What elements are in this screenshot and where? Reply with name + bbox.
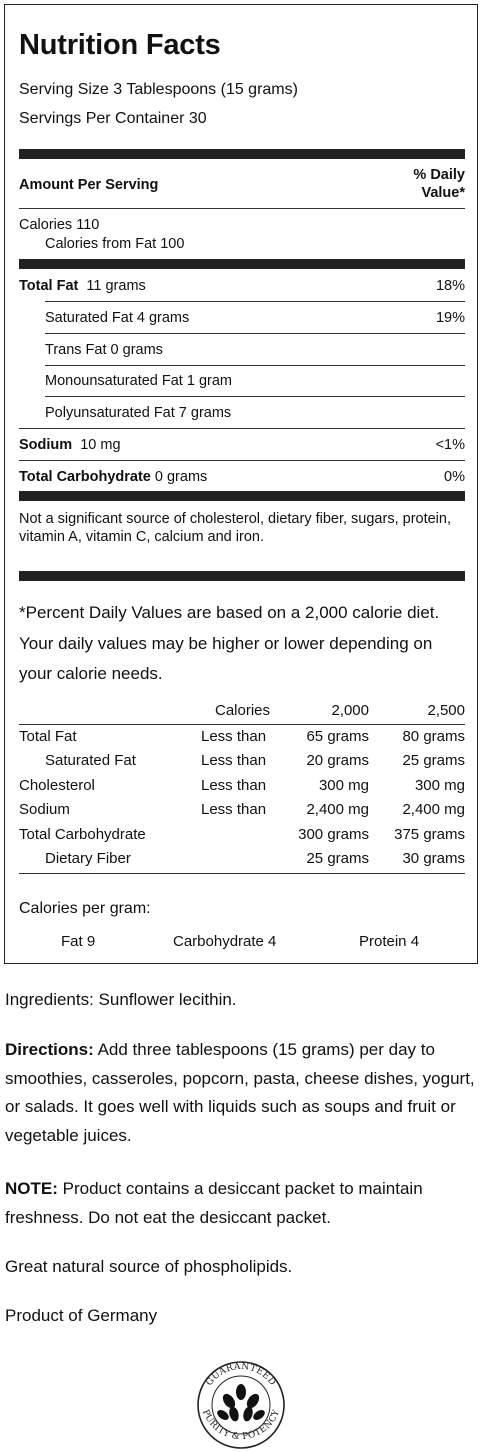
row-sodium: Sodium 10 mg <box>19 437 121 453</box>
divider <box>45 365 465 366</box>
note: NOTE: Product contains a desiccant packe… <box>5 1175 481 1232</box>
directions: Directions: Add three tablespoons (15 gr… <box>5 1036 481 1150</box>
servings-per-container: Servings Per Container 30 <box>19 110 207 127</box>
note-label: NOTE: <box>5 1179 58 1198</box>
not-significant-note: Not a significant source of cholesterol,… <box>19 511 451 545</box>
origin-statement: Product of Germany <box>5 1306 158 1325</box>
dv-header-calories: Calories <box>215 702 271 719</box>
calories-per-gram: Calories per gram: <box>19 900 151 917</box>
row-trans-fat: Trans Fat 0 grams <box>45 342 163 358</box>
row-monounsaturated-fat: Monounsaturated Fat 1 gram <box>45 373 232 389</box>
cpg-carbohydrate: Carbohydrate 4 <box>173 933 277 950</box>
divider <box>19 724 465 725</box>
percent-daily-note: *Percent Daily Values are based on a 2,0… <box>19 603 440 683</box>
guaranteed-seal-icon: GUARANTEED PURITY & POTENCY <box>197 1361 285 1449</box>
directions-label: Directions: <box>5 1040 94 1059</box>
divider <box>45 333 465 334</box>
row-total-carbohydrate: Total Carbohydrate 0 grams <box>19 469 208 485</box>
ingredients: Ingredients: Sunflower lecithin. <box>5 990 237 1009</box>
divider <box>45 301 465 302</box>
row-total-fat: Total Fat 11 grams <box>19 278 146 294</box>
serving-size: Serving Size 3 Tablespoons (15 grams) <box>19 81 298 98</box>
divider <box>19 208 465 209</box>
thick-divider <box>19 491 465 501</box>
divider <box>45 396 465 397</box>
row-sodium-dv: <1% <box>435 437 465 453</box>
calories-from-fat: Calories from Fat 100 <box>45 236 185 252</box>
dv-header-1: % Daily <box>413 167 465 183</box>
row-polyunsaturated-fat: Polyunsaturated Fat 7 grams <box>45 405 232 421</box>
source-statement: Great natural source of phospholipids. <box>5 1257 293 1276</box>
nutrition-facts-panel: Nutrition Facts Serving Size 3 Tablespoo… <box>4 4 478 964</box>
divider <box>19 460 465 461</box>
row-total-fat-dv: 18% <box>435 278 465 294</box>
row-saturated-fat-dv: 19% <box>435 310 465 326</box>
note-text: Product contains a desiccant packet to m… <box>5 1179 423 1227</box>
thick-divider <box>19 259 465 269</box>
thick-divider <box>19 149 465 159</box>
dv-header-2: Value* <box>421 185 465 201</box>
directions-text: Add three tablespoons (15 grams) per day… <box>5 1040 475 1145</box>
amount-per-serving: Amount Per Serving <box>19 177 159 193</box>
calories: Calories 110 <box>19 217 100 233</box>
nutrition-title: Nutrition Facts <box>19 29 221 61</box>
thick-divider <box>19 571 465 581</box>
divider <box>19 428 465 429</box>
cpg-protein: Protein 4 <box>359 933 420 950</box>
row-saturated-fat: Saturated Fat 4 grams <box>45 310 190 326</box>
cpg-fat: Fat 9 <box>61 933 96 950</box>
dv-header-2500: 2,500 <box>427 702 465 719</box>
row-total-carbohydrate-dv: 0% <box>444 469 465 485</box>
dv-header-2000: 2,000 <box>331 702 369 719</box>
divider <box>19 873 465 874</box>
